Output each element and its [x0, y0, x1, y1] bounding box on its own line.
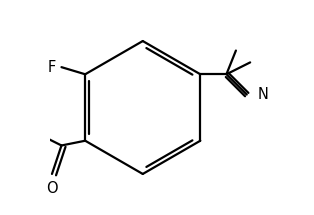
Text: N: N: [257, 87, 268, 102]
Text: F: F: [48, 60, 56, 75]
Text: O: O: [46, 181, 58, 196]
